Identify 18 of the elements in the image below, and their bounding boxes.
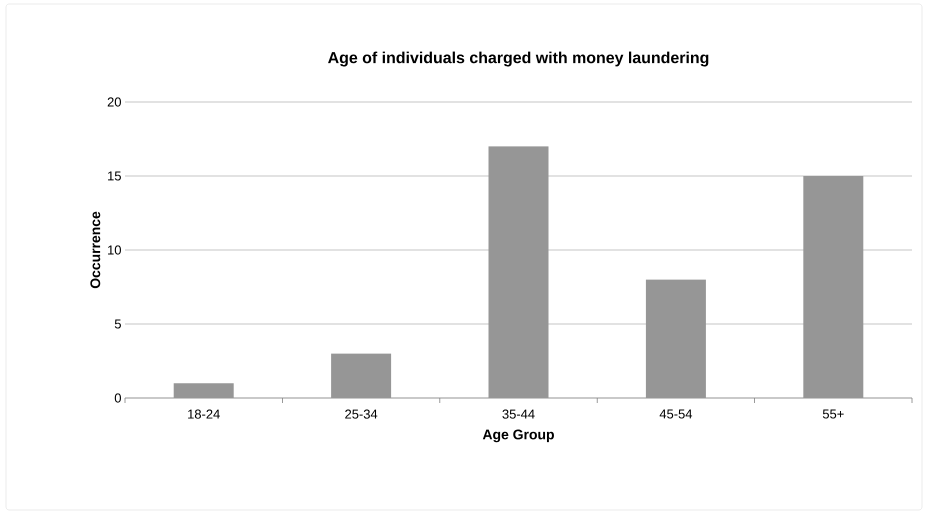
y-tick-label: 5	[114, 319, 121, 329]
y-tick-label: 20	[108, 97, 121, 107]
y-axis-title: Occurrence	[90, 212, 100, 288]
x-tick-label: 35-44	[502, 410, 535, 419]
x-tick-label: 55+	[822, 410, 844, 419]
x-tick-label: 25-34	[345, 410, 378, 419]
bar	[331, 354, 392, 398]
x-axis-title: Age Group	[482, 430, 554, 442]
bar	[488, 146, 549, 398]
x-tick-label: 18-24	[188, 410, 220, 419]
bar	[646, 280, 706, 398]
chart-title: Age of individuals charged with money laundering	[328, 52, 708, 66]
bar	[174, 383, 234, 398]
x-tick-label: 45-54	[660, 410, 692, 419]
y-tick-label: 15	[108, 171, 121, 181]
y-tick-label: 0	[114, 393, 121, 403]
y-tick-label: 10	[108, 245, 121, 255]
bar	[803, 176, 864, 398]
